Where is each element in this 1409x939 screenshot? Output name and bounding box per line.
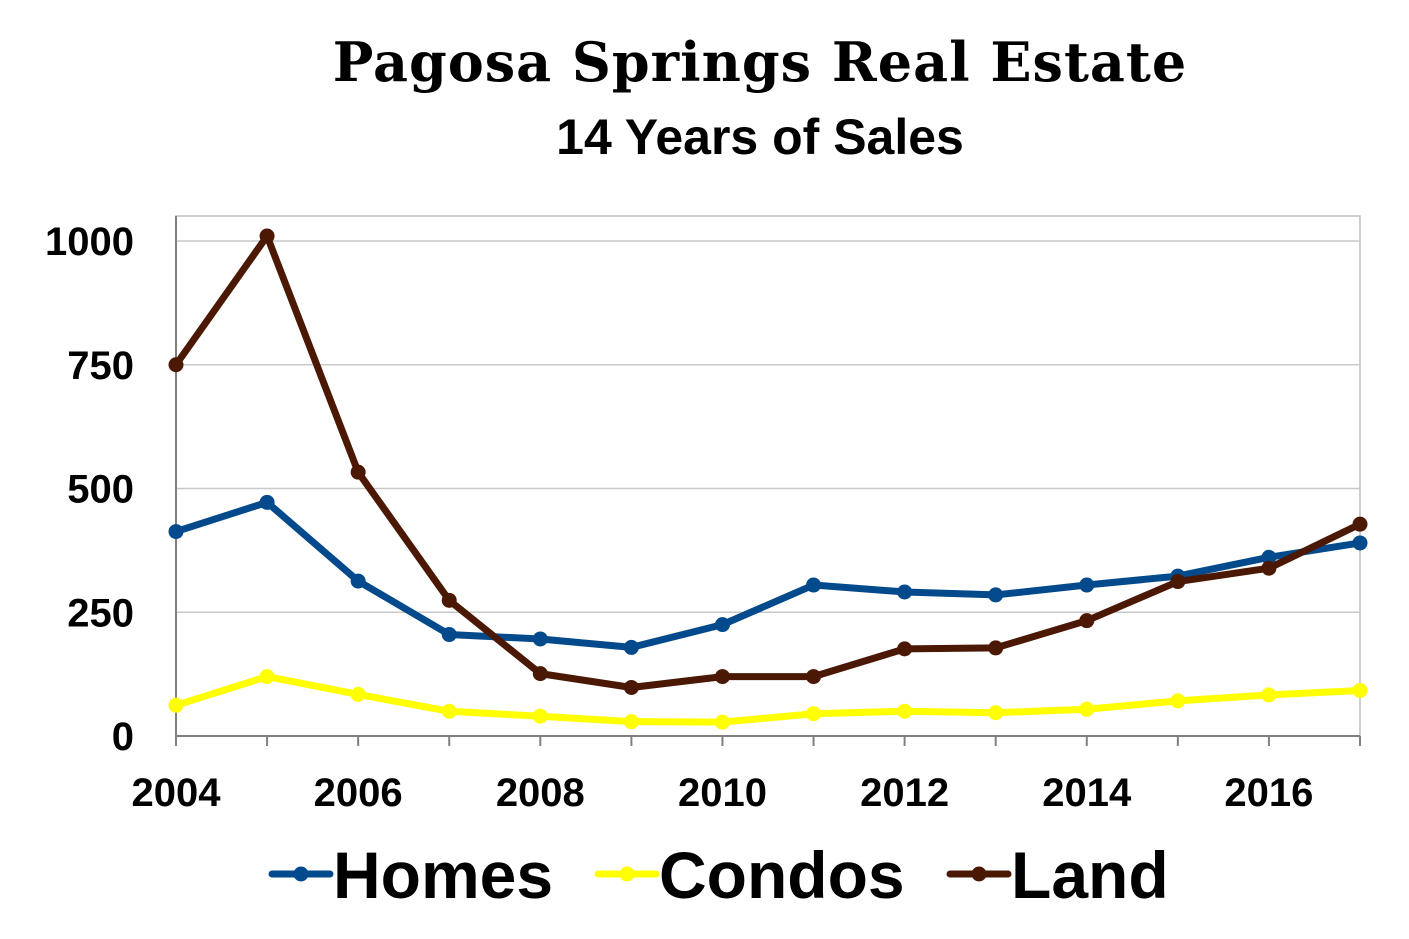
legend-item-condos: Condos [594,838,905,912]
legend-swatch-marker [293,866,309,882]
y-tick-label: 250 [67,591,134,635]
data-point-homes [806,577,822,593]
y-tick-labels: 0 250 500 750 1000 [45,220,134,759]
axes [175,216,1361,746]
x-tick-label: 2014 [1042,771,1132,815]
data-point-land [441,592,457,608]
series-condos [168,669,1368,730]
data-point-land [1261,560,1277,576]
data-point-land [806,669,822,685]
data-point-condos [1261,687,1277,703]
series-homes [168,494,1368,655]
data-point-homes [168,524,184,540]
gridlines [176,240,1360,613]
legend-label: Homes [333,838,553,912]
data-point-homes [532,631,548,647]
data-point-condos [259,669,275,685]
data-point-homes [350,573,366,589]
data-point-homes [988,587,1004,603]
data-point-condos [168,697,184,713]
chart-title: Pagosa Springs Real Estate [332,30,1188,94]
x-tick-label: 2008 [496,771,585,815]
data-point-homes [441,627,457,643]
x-tick-label: 2012 [860,771,949,815]
series-line-homes [172,498,1364,651]
data-point-land [1352,516,1368,532]
y-tick-label: 500 [67,468,134,512]
x-tick-label: 2006 [314,771,403,815]
x-tick-label: 2004 [132,771,222,815]
y-tick-label: 0 [112,715,134,759]
data-point-condos [623,714,639,730]
series-line-condos [172,673,1364,726]
data-point-land [623,679,639,695]
data-point-land [259,228,275,244]
data-point-condos [441,703,457,719]
data-point-homes [623,639,639,655]
data-point-homes [1079,577,1095,593]
series-land [168,228,1368,695]
legend: Homes Condos Land [268,838,1169,912]
data-point-land [897,641,913,657]
y-tick-label: 1000 [45,220,134,264]
data-point-homes [1352,535,1368,551]
legend-item-homes: Homes [268,838,553,912]
data-point-homes [897,584,913,600]
data-point-land [168,357,184,373]
x-tick-labels: 2004 2006 2008 2010 2012 2014 2016 [132,771,1314,815]
data-point-condos [806,706,822,722]
legend-label: Condos [659,838,905,912]
data-point-land [350,464,366,480]
data-point-land [714,669,730,685]
data-point-condos [988,705,1004,721]
data-point-homes [714,617,730,633]
data-point-land [532,666,548,682]
x-tick-label: 2016 [1224,771,1313,815]
data-point-condos [1079,701,1095,717]
y-tick-label: 750 [67,344,134,388]
data-point-land [1170,574,1186,590]
data-point-condos [1352,682,1368,698]
chart-subtitle: 14 Years of Sales [556,109,964,165]
series-line-land [172,232,1364,691]
data-point-homes [1261,549,1277,565]
legend-label: Land [1011,838,1169,912]
data-point-condos [1170,693,1186,709]
x-tick-label: 2010 [678,771,767,815]
data-point-condos [532,708,548,724]
data-point-homes [259,494,275,510]
legend-swatch-marker [971,866,987,882]
data-point-land [1079,613,1095,629]
data-point-condos [714,714,730,730]
legend-swatch-marker [619,866,635,882]
data-point-condos [350,686,366,702]
series-lines [168,228,1368,730]
data-point-land [988,640,1004,656]
legend-item-land: Land [946,838,1169,912]
data-point-condos [897,703,913,719]
